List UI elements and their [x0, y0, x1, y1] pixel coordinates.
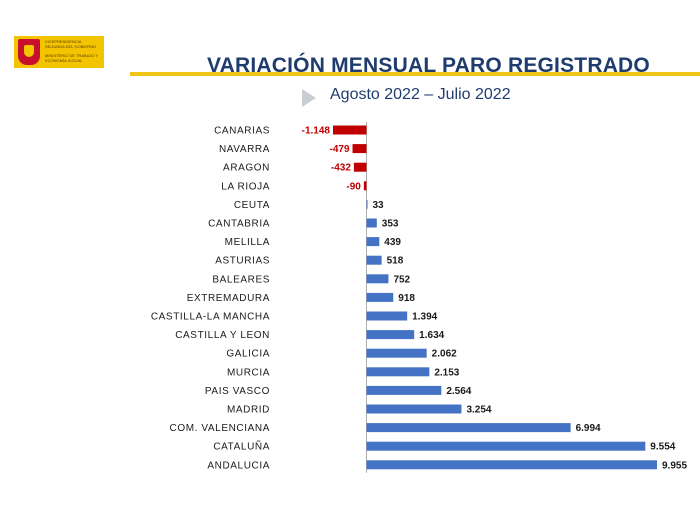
category-label: NAVARRA — [219, 144, 270, 155]
bar-cataluña — [366, 441, 646, 451]
bar-la-rioja — [363, 181, 367, 191]
bar-castilla-y-leon — [366, 330, 415, 340]
value-label: 6.994 — [576, 423, 601, 434]
category-label: CASTILLA Y LEON — [175, 330, 270, 341]
value-label: 1.394 — [412, 312, 437, 323]
category-label: EXTREMADURA — [187, 293, 270, 304]
category-label: CANTABRIA — [208, 219, 270, 230]
value-label: 2.564 — [446, 386, 471, 397]
value-label: 3.254 — [466, 405, 491, 416]
value-label: 9.554 — [650, 442, 675, 453]
page-subtitle: Agosto 2022 – Julio 2022 — [330, 86, 511, 103]
category-label: MURCIA — [227, 367, 270, 378]
category-label: ARAGON — [223, 163, 270, 174]
category-label: CATALUÑA — [213, 440, 270, 453]
bar-canarias — [332, 125, 367, 135]
value-label: 752 — [393, 274, 410, 285]
value-label: 9.955 — [662, 460, 687, 471]
category-label: ANDALUCIA — [207, 460, 270, 471]
bar-andalucia — [366, 460, 657, 470]
coat-of-arms-icon — [18, 39, 40, 65]
category-label: LA RIOJA — [221, 181, 270, 192]
bar-ceuta — [366, 199, 368, 209]
bar-baleares — [366, 274, 389, 284]
value-label: -432 — [331, 163, 351, 174]
logo-line-2: Segunda del Gobierno — [45, 44, 96, 49]
bar-com-valenciana — [366, 423, 571, 433]
bar-asturias — [366, 255, 382, 265]
category-label: PAIS VASCO — [205, 386, 270, 397]
bar-murcia — [366, 367, 430, 377]
logo-text: Vicepresidencia Segunda del Gobierno Min… — [45, 39, 102, 63]
category-label: MELILLA — [225, 237, 270, 248]
category-label: ASTURIAS — [215, 256, 270, 267]
bar-extremadura — [366, 292, 394, 302]
bar-melilla — [366, 237, 380, 247]
value-label: 439 — [384, 237, 401, 248]
value-label: 2.153 — [434, 367, 459, 378]
category-label: CASTILLA-LA MANCHA — [151, 312, 270, 323]
bar-castilla-la-mancha — [366, 311, 408, 321]
value-label: -90 — [346, 181, 361, 192]
category-label: BALEARES — [212, 274, 270, 285]
bar-madrid — [366, 404, 462, 414]
value-label: -479 — [330, 144, 350, 155]
bar-cantabria — [366, 218, 377, 228]
category-label: MADRID — [227, 405, 270, 416]
chevron-right-icon — [302, 89, 316, 107]
page-title: VARIACIÓN MENSUAL PARO REGISTRADO — [207, 54, 650, 77]
category-label: GALICIA — [226, 349, 270, 360]
logo-line-1: Vicepresidencia — [45, 39, 82, 44]
ministry-logo: Vicepresidencia Segunda del Gobierno Min… — [14, 36, 104, 68]
bar-aragon — [353, 162, 367, 172]
category-label: CANARIAS — [214, 126, 270, 137]
title-underline — [130, 72, 700, 76]
value-label: 353 — [382, 219, 399, 230]
category-label: CEUTA — [234, 200, 270, 211]
bar-pais-vasco — [366, 385, 442, 395]
category-label: COM. VALENCIANA — [170, 423, 271, 434]
value-label: 33 — [372, 200, 384, 211]
bar-navarra — [352, 144, 367, 154]
value-label: 2.062 — [432, 349, 457, 360]
value-label: 1.634 — [419, 330, 444, 341]
value-label: 518 — [387, 256, 404, 267]
value-label: 918 — [398, 293, 415, 304]
logo-line-3: Ministerio de Trabajo y Economía Social — [45, 53, 99, 63]
bar-galicia — [366, 348, 427, 358]
value-label: -1.148 — [302, 126, 331, 137]
